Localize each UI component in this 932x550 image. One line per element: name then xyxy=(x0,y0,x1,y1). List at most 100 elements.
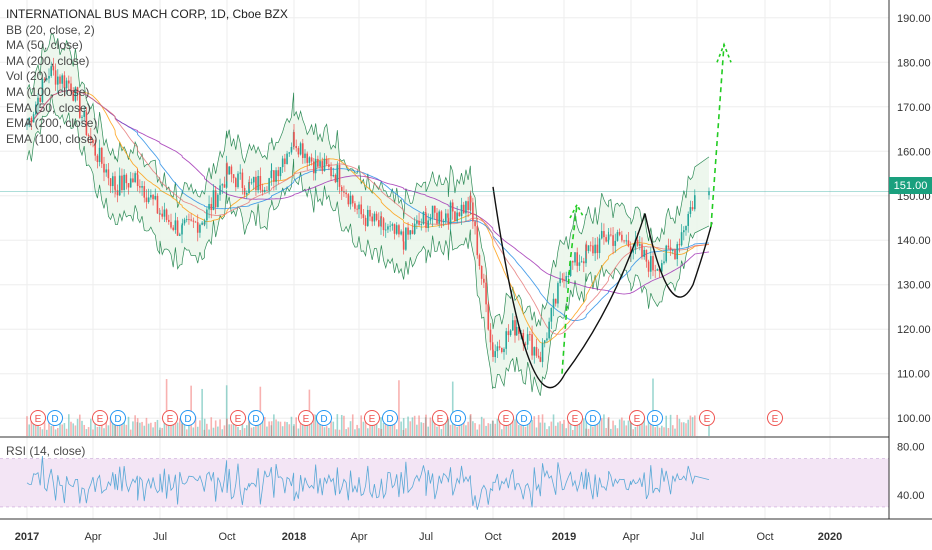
candle-body xyxy=(610,234,612,236)
earnings-marker[interactable] xyxy=(364,410,380,426)
candle-body xyxy=(494,351,496,358)
volume-bar xyxy=(518,424,520,436)
dividend-marker[interactable] xyxy=(316,410,332,426)
candle-body xyxy=(273,170,275,182)
candle-body xyxy=(420,223,423,225)
volume-bar xyxy=(270,425,273,436)
event-marker-label: E xyxy=(572,414,579,425)
earnings-marker[interactable] xyxy=(767,410,783,426)
event-marker-label: E xyxy=(35,414,42,425)
earnings-marker[interactable] xyxy=(92,410,108,426)
candle-body xyxy=(112,176,114,187)
candle-body xyxy=(402,241,405,250)
volume-bar xyxy=(442,423,445,436)
event-marker-label: D xyxy=(252,414,259,425)
volume-bar xyxy=(467,421,469,436)
volume-bar xyxy=(87,427,90,436)
indicator-ma50[interactable]: MA (50, close) xyxy=(6,38,83,53)
volume-bar xyxy=(563,419,565,436)
volume-bar xyxy=(400,421,402,436)
earnings-marker[interactable] xyxy=(162,410,178,426)
time-tick-label: Apr xyxy=(84,531,101,543)
candle-body xyxy=(616,232,619,241)
volume-bar xyxy=(689,415,692,436)
candle-body xyxy=(210,203,213,211)
candle-body xyxy=(694,195,696,210)
volume-bar xyxy=(567,414,570,436)
candle-body xyxy=(314,158,317,174)
candle-body xyxy=(52,66,55,71)
indicator-ema200[interactable]: EMA (200, close) xyxy=(6,116,98,131)
indicator-ma100[interactable]: MA (100, close) xyxy=(6,84,90,99)
candle-body xyxy=(313,161,315,174)
target-arrow-1 xyxy=(561,204,578,374)
candle-body xyxy=(462,204,465,214)
indicator-vol[interactable]: Vol (20) xyxy=(6,69,48,84)
volume-bar xyxy=(391,417,394,436)
volume-bar xyxy=(174,423,177,436)
volume-bar xyxy=(405,428,407,436)
volume-bar xyxy=(203,418,206,436)
earnings-marker[interactable] xyxy=(432,410,448,426)
volume-bar xyxy=(533,416,536,436)
dividend-marker[interactable] xyxy=(585,410,601,426)
earnings-marker[interactable] xyxy=(30,410,46,426)
indicator-ema50[interactable]: EMA (50, close) xyxy=(6,100,91,115)
volume-bar xyxy=(672,425,674,436)
rsi-band xyxy=(0,458,889,507)
earnings-marker[interactable] xyxy=(567,410,583,426)
candle-body xyxy=(387,226,389,230)
candle-body xyxy=(592,245,594,254)
volume-bar xyxy=(512,419,514,436)
chart-legend[interactable]: INTERNATIONAL BUS MACH CORP, 1D, Cboe BZ… xyxy=(6,7,288,147)
candle-body xyxy=(181,225,183,235)
candle-body xyxy=(663,261,665,264)
dividend-marker[interactable] xyxy=(382,410,398,426)
dividend-marker[interactable] xyxy=(180,410,196,426)
earnings-marker[interactable] xyxy=(699,410,715,426)
volume-bar xyxy=(343,415,345,436)
volume-bar xyxy=(127,416,130,436)
volume-bar xyxy=(268,421,270,436)
event-marker-label: D xyxy=(320,414,327,425)
event-marker-label: E xyxy=(503,414,510,425)
moving-averages xyxy=(26,89,710,344)
candle-body xyxy=(235,178,237,188)
rsi-legend[interactable]: RSI (14, close) xyxy=(6,444,86,458)
candle-body xyxy=(336,165,339,183)
dividend-marker[interactable] xyxy=(647,410,663,426)
dividend-marker[interactable] xyxy=(516,410,532,426)
volume-bar xyxy=(674,428,676,436)
volume-bar xyxy=(554,425,557,436)
indicator-bb[interactable]: BB (20, close, 2) xyxy=(6,22,95,37)
dividend-marker[interactable] xyxy=(47,410,63,426)
volume-bar xyxy=(221,429,224,436)
dividend-marker[interactable] xyxy=(110,410,126,426)
indicator-ma200[interactable]: MA (200, close) xyxy=(6,53,90,68)
earnings-marker[interactable] xyxy=(230,410,246,426)
candle-body xyxy=(181,223,184,226)
earnings-marker[interactable] xyxy=(629,410,645,426)
volume-bar xyxy=(565,428,567,436)
candle-body xyxy=(199,224,201,233)
indicator-ema100[interactable]: EMA (100, close) xyxy=(6,131,98,146)
earnings-marker[interactable] xyxy=(298,410,314,426)
dividend-marker[interactable] xyxy=(450,410,466,426)
candle-body xyxy=(467,201,469,210)
earnings-marker[interactable] xyxy=(498,410,514,426)
candle-body xyxy=(109,178,112,187)
candle-body xyxy=(436,212,438,224)
volume-bar xyxy=(158,429,161,436)
volume-bar xyxy=(598,414,601,436)
volume-bar xyxy=(94,422,96,436)
volume-bar xyxy=(199,420,201,436)
volume-bar xyxy=(136,422,139,436)
dividend-marker[interactable] xyxy=(248,410,264,426)
volume-bar xyxy=(306,424,308,436)
volume-bar xyxy=(98,426,101,436)
volume-bar xyxy=(72,423,74,436)
volume-bar xyxy=(429,417,432,436)
volume-bar xyxy=(625,425,628,436)
